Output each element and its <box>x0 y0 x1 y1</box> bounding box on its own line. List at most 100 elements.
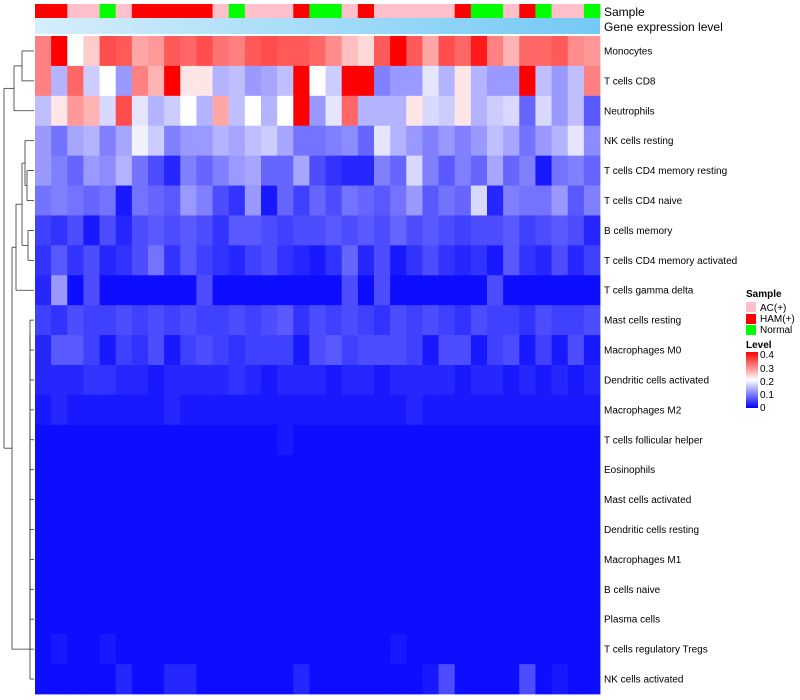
heatmap-cell <box>164 185 181 216</box>
heatmap-cell <box>244 36 262 67</box>
heatmap-cell <box>422 36 439 67</box>
heatmap-cell <box>83 36 100 67</box>
heatmap-cell <box>244 484 262 515</box>
heatmap-cell <box>519 484 536 515</box>
heatmap-cell <box>567 125 585 157</box>
heatmap-cell <box>503 305 520 336</box>
heatmap-cell <box>535 574 552 605</box>
heatmap-cell <box>583 275 601 306</box>
heatmap-cell <box>357 215 375 246</box>
heatmap-cell <box>35 305 52 336</box>
heatmap-cell <box>148 574 165 605</box>
heatmap-cell <box>341 514 359 545</box>
heatmap-cell <box>390 125 407 157</box>
heatmap-cell <box>325 424 343 456</box>
heatmap-cell <box>357 335 375 366</box>
heatmap-cell <box>454 36 472 67</box>
heatmap-cell <box>325 36 343 67</box>
heatmap-cell <box>341 394 359 426</box>
heatmap-cell <box>164 664 181 695</box>
heatmap-cell <box>438 454 456 486</box>
heatmap-cell <box>503 544 520 575</box>
heatmap-cell <box>261 245 278 276</box>
heatmap-cell <box>454 95 472 127</box>
heatmap-cell <box>438 574 456 605</box>
heatmap-cell <box>212 424 230 456</box>
heatmap-cell <box>228 484 246 515</box>
heatmap-cell <box>406 664 423 695</box>
heatmap-cell <box>341 305 359 336</box>
row-label: T cells CD4 naive <box>604 196 683 207</box>
row-label: T cells CD4 memory activated <box>604 256 737 267</box>
heatmap-cell <box>277 275 294 306</box>
heatmap-cell <box>35 65 52 97</box>
heatmap-cell <box>164 514 181 545</box>
heatmap-cell <box>212 634 230 665</box>
heatmap-cell <box>325 574 343 605</box>
heatmap-cell <box>487 394 504 426</box>
heatmap-cell <box>83 634 100 665</box>
heatmap-cell <box>487 424 504 456</box>
heatmap-cell <box>567 185 585 216</box>
heatmap-cell <box>35 604 52 635</box>
heatmap-cell <box>374 305 391 336</box>
heatmap-cell <box>470 424 488 456</box>
heatmap-cell <box>115 454 133 486</box>
heatmap-cell <box>583 36 601 67</box>
heatmap-cell <box>293 335 310 366</box>
heatmap-cell <box>567 484 585 515</box>
heatmap-cell <box>390 155 407 186</box>
heatmap-cell <box>35 484 52 515</box>
row-label: T cells regulatory Tregs <box>604 645 708 656</box>
heatmap-cell <box>341 544 359 575</box>
heatmap-cell <box>35 544 52 575</box>
heatmap-cell <box>487 604 504 635</box>
heatmap-cell <box>148 65 165 97</box>
heatmap-cell <box>148 185 165 216</box>
heatmap-cell <box>341 484 359 515</box>
heatmap-cell <box>583 65 601 97</box>
heatmap-cell <box>406 305 423 336</box>
heatmap-cell <box>196 424 213 456</box>
heatmap-cell <box>487 65 504 97</box>
heatmap-cell <box>277 305 294 336</box>
heatmap-cell <box>535 514 552 545</box>
heatmap-cell <box>309 155 326 186</box>
heatmap-cell <box>244 574 262 605</box>
heatmap-cell <box>180 185 197 216</box>
heatmap-cell <box>470 394 488 426</box>
sample-annotation-cell <box>390 4 407 18</box>
heatmap-cell <box>131 454 149 486</box>
heatmap-cell <box>422 394 439 426</box>
heatmap-cell <box>406 155 423 186</box>
sample-annotation-cell <box>357 4 375 18</box>
heatmap-cell <box>228 65 246 97</box>
heatmap-cell <box>131 574 149 605</box>
heatmap-cell <box>357 454 375 486</box>
sample-annotation-cell <box>51 4 68 18</box>
heatmap-cell <box>406 335 423 366</box>
heatmap-cell <box>244 514 262 545</box>
heatmap-cell <box>277 245 294 276</box>
heatmap-cell <box>293 185 310 216</box>
heatmap-cell <box>83 245 100 276</box>
heatmap-cell <box>99 215 117 246</box>
heatmap-cell <box>293 664 310 695</box>
heatmap-cell <box>164 36 181 67</box>
heatmap-cell <box>454 365 472 396</box>
heatmap-cell <box>83 394 100 426</box>
heatmap-cell <box>228 335 246 366</box>
heatmap-cell <box>115 155 133 186</box>
heatmap-cell <box>487 305 504 336</box>
heatmap-cell <box>67 634 84 665</box>
heatmap-cell <box>583 394 601 426</box>
heatmap-cell <box>325 125 343 157</box>
heatmap-cell <box>180 275 197 306</box>
heatmap-cell <box>551 394 569 426</box>
heatmap-cell <box>583 664 601 695</box>
heatmap-cell <box>422 454 439 486</box>
heatmap-cell <box>180 394 197 426</box>
heatmap-cell <box>180 335 197 366</box>
row-label: B cells naive <box>604 585 661 596</box>
heatmap-cell <box>261 335 278 366</box>
